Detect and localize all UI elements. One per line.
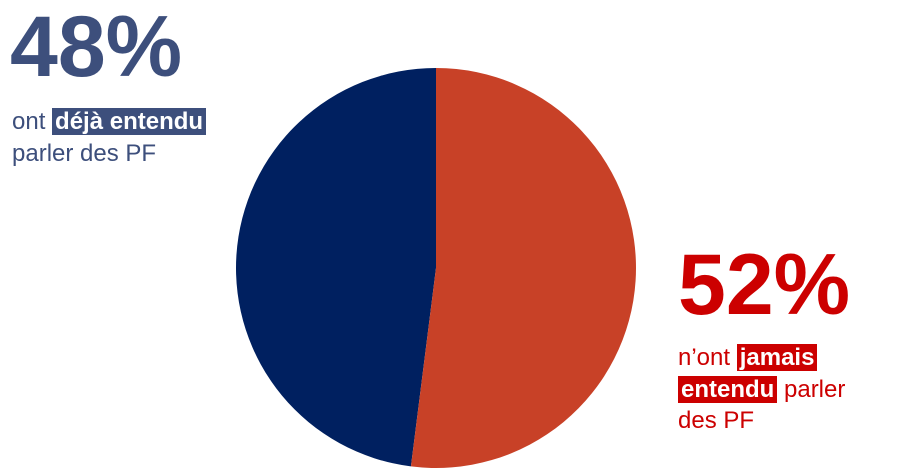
pie-slice-never-heard bbox=[410, 68, 636, 468]
never-heard-description: n’ont jamais entendu parler des PF bbox=[678, 342, 893, 437]
heard-description-prefix: ont bbox=[12, 108, 53, 135]
heard-description-suffix: parler des PF bbox=[12, 139, 157, 167]
pie-slice-heard bbox=[235, 67, 436, 467]
never-heard-highlight-1: jamais bbox=[736, 344, 818, 371]
heard-description: ont déjà entendu parler des PF bbox=[12, 106, 207, 169]
heard-highlight: déjà entendu bbox=[52, 108, 207, 135]
never-heard-description-suffix: parler des PF bbox=[678, 375, 846, 435]
never-heard-highlight-2: entendu bbox=[678, 375, 778, 403]
never-heard-percentage: 52% bbox=[678, 237, 851, 333]
heard-percentage: 48% bbox=[10, 0, 183, 95]
never-heard-description-prefix: n’ont bbox=[678, 344, 737, 371]
